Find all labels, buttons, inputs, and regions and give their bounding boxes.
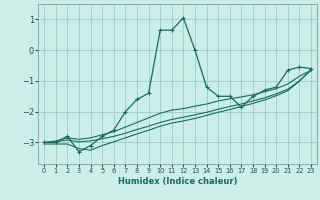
X-axis label: Humidex (Indice chaleur): Humidex (Indice chaleur) xyxy=(118,177,237,186)
